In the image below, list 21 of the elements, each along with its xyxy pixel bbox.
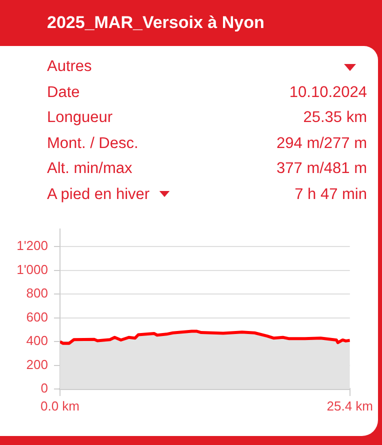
- text: Longueur: [47, 109, 113, 126]
- text: 10.10.2024: [289, 82, 367, 102]
- y-tick-label: 200: [26, 356, 48, 372]
- text: Autres: [47, 57, 92, 77]
- text: 25.35 km: [303, 108, 367, 128]
- text: 7 h 47 min: [294, 184, 367, 204]
- x-tick-label: 25.4 km: [326, 398, 374, 414]
- text: A pied en hiver: [47, 186, 150, 202]
- text: Alt. min/max: [47, 160, 132, 177]
- y-tick-label: 1'200: [16, 238, 48, 254]
- x-tick-label: 0.0 km: [40, 398, 80, 414]
- y-tick-label: 800: [26, 286, 48, 301]
- y-tick-label: 0: [40, 380, 48, 396]
- text: Mont. / Desc.: [47, 134, 138, 152]
- text: 294 m/277 m: [276, 134, 367, 154]
- y-tick-label: 600: [26, 309, 48, 324]
- y-tick-label: 1'000: [16, 262, 48, 277]
- text: 377 m/481 m: [276, 159, 367, 179]
- chart-title: 2025_MAR_Versoix à Nyon: [47, 13, 264, 33]
- y-tick-label: 400: [26, 333, 48, 348]
- text: Date: [47, 84, 80, 100]
